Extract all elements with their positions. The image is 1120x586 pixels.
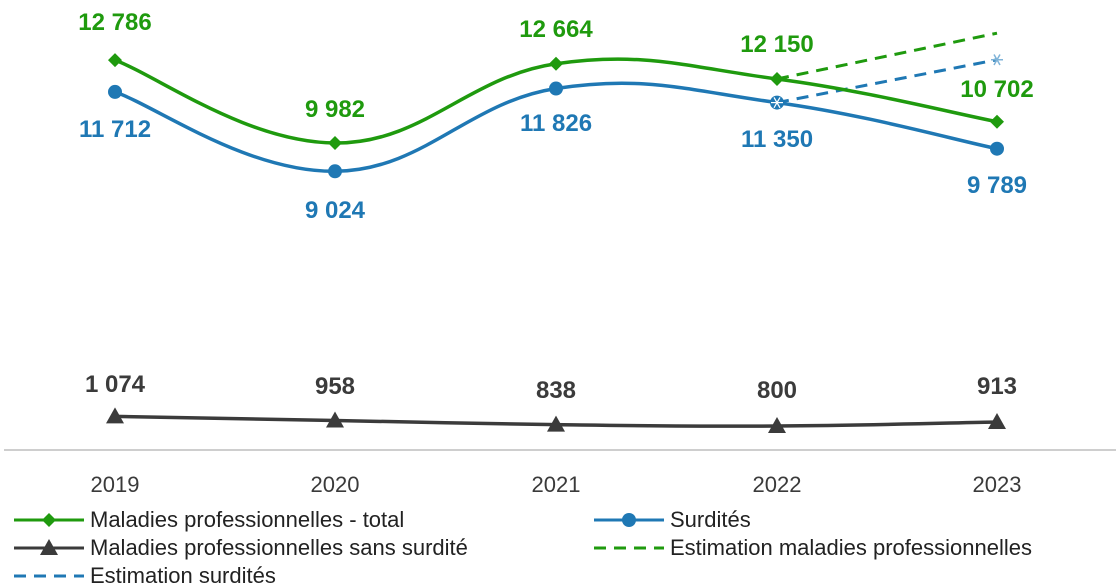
point-total-2019 — [108, 53, 122, 67]
point-total-2021 — [549, 57, 563, 71]
legend-item-sans-surdite: Maladies professionnelles sans surdité — [14, 535, 468, 560]
x-tick-2022: 2022 — [753, 472, 802, 497]
point-surdites-2021 — [549, 82, 563, 96]
point-total-2022 — [770, 72, 784, 86]
legend: Maladies professionnelles - total Surdité… — [14, 507, 1032, 586]
data-label-sans-surdite-2021: 838 — [536, 377, 576, 404]
legend-item-est-total: Estimation maladies professionnelles — [594, 535, 1032, 560]
data-label-total-2019: 12 786 — [78, 9, 151, 36]
legend-label: Estimation maladies professionnelles — [670, 535, 1032, 560]
legend-item-surdites: Surdités — [594, 507, 751, 532]
data-label-sans-surdite-2023: 913 — [977, 373, 1017, 400]
legend-marker — [42, 513, 56, 527]
x-tick-2021: 2021 — [532, 472, 581, 497]
data-label-sans-surdite-2020: 958 — [315, 373, 355, 400]
x-tick-2020: 2020 — [311, 472, 360, 497]
data-label-surdites-2022: 11 350 — [741, 126, 813, 153]
legend-item-est-surdites: Estimation surdités — [14, 563, 276, 586]
data-label-sans-surdite-2019: 1 074 — [85, 371, 146, 398]
legend-label: Surdités — [670, 507, 751, 532]
data-label-surdites-2021: 11 826 — [520, 110, 592, 137]
x-tick-2019: 2019 — [91, 472, 140, 497]
data-label-total-2021: 12 664 — [519, 16, 593, 43]
data-label-surdites-2023: 9 789 — [967, 172, 1027, 199]
point-total-2020 — [328, 136, 342, 150]
x-tick-2023: 2023 — [973, 472, 1022, 497]
data-label-surdites-2020: 9 024 — [305, 197, 366, 224]
data-label-sans-surdite-2022: 800 — [757, 377, 797, 404]
point-surdites-2023 — [990, 142, 1004, 156]
data-label-total-2022: 12 150 — [740, 31, 813, 58]
point-total-2023 — [990, 115, 1004, 129]
x-tick-labels: 2019 2020 2021 2022 2023 — [91, 472, 1022, 497]
legend-item-total: Maladies professionnelles - total — [14, 507, 404, 532]
data-label-surdites-2019: 11 712 — [79, 116, 151, 143]
point-surdites-2020 — [328, 164, 342, 178]
legend-label: Maladies professionnelles sans surdité — [90, 535, 468, 560]
data-label-total-2023: 10 702 — [960, 76, 1033, 103]
legend-label: Estimation surdités — [90, 563, 276, 586]
legend-marker — [622, 513, 636, 527]
legend-label: Maladies professionnelles - total — [90, 507, 404, 532]
data-label-total-2020: 9 982 — [305, 96, 365, 123]
point-surdites-2019 — [108, 85, 122, 99]
